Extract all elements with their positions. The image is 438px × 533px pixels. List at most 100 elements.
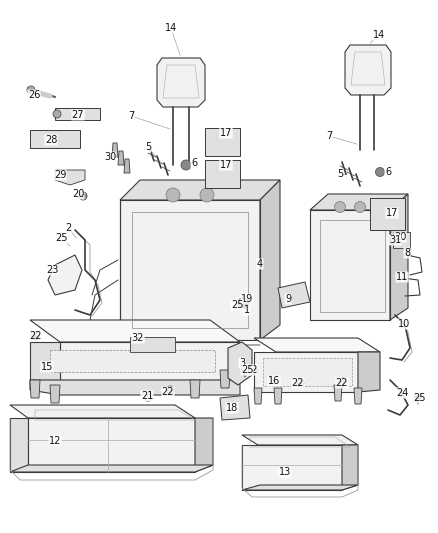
Polygon shape xyxy=(157,58,205,107)
Text: 17: 17 xyxy=(386,208,398,218)
Circle shape xyxy=(249,366,257,374)
Polygon shape xyxy=(254,352,358,392)
Polygon shape xyxy=(30,320,240,342)
Polygon shape xyxy=(30,380,240,395)
Polygon shape xyxy=(278,282,310,308)
Polygon shape xyxy=(120,200,260,340)
Text: 11: 11 xyxy=(396,272,408,282)
Circle shape xyxy=(145,394,152,401)
Text: 1: 1 xyxy=(244,305,250,315)
Polygon shape xyxy=(414,395,422,404)
Text: 25: 25 xyxy=(414,393,426,403)
Text: 19: 19 xyxy=(241,294,253,304)
Circle shape xyxy=(354,201,365,213)
Circle shape xyxy=(339,378,347,386)
Polygon shape xyxy=(274,388,282,404)
Text: 17: 17 xyxy=(220,128,232,138)
Text: 25: 25 xyxy=(231,300,243,310)
Polygon shape xyxy=(48,255,82,295)
Text: 8: 8 xyxy=(404,248,410,258)
Polygon shape xyxy=(120,180,280,200)
Text: 20: 20 xyxy=(72,189,84,199)
Polygon shape xyxy=(345,45,391,95)
Text: 12: 12 xyxy=(49,436,61,446)
Polygon shape xyxy=(370,198,405,230)
Text: 9: 9 xyxy=(285,294,291,304)
Polygon shape xyxy=(242,435,358,445)
Circle shape xyxy=(166,386,174,394)
Polygon shape xyxy=(124,159,130,173)
Text: 20: 20 xyxy=(394,232,406,242)
Text: 18: 18 xyxy=(226,403,238,413)
Polygon shape xyxy=(242,445,342,490)
Circle shape xyxy=(200,188,214,202)
Text: 32: 32 xyxy=(132,333,144,343)
Circle shape xyxy=(31,332,39,340)
Polygon shape xyxy=(190,380,200,398)
Text: 17: 17 xyxy=(220,160,232,170)
Polygon shape xyxy=(310,194,408,210)
Circle shape xyxy=(53,110,61,118)
Text: 27: 27 xyxy=(72,110,84,120)
Polygon shape xyxy=(30,130,80,148)
Polygon shape xyxy=(334,385,342,401)
Text: 21: 21 xyxy=(141,391,153,401)
Text: 3: 3 xyxy=(239,358,245,368)
Text: 30: 30 xyxy=(104,152,116,162)
Text: 5: 5 xyxy=(145,142,151,152)
Text: 22: 22 xyxy=(29,331,41,341)
Polygon shape xyxy=(241,300,249,309)
Circle shape xyxy=(181,160,191,170)
Circle shape xyxy=(396,233,403,240)
Circle shape xyxy=(375,167,385,176)
Text: 22: 22 xyxy=(245,365,257,375)
Polygon shape xyxy=(50,385,60,403)
Polygon shape xyxy=(228,342,252,385)
Polygon shape xyxy=(254,338,380,352)
Text: 16: 16 xyxy=(268,376,280,386)
Polygon shape xyxy=(195,418,213,472)
Polygon shape xyxy=(50,350,215,372)
Text: 10: 10 xyxy=(398,319,410,329)
Text: 25: 25 xyxy=(241,365,253,375)
Text: 29: 29 xyxy=(54,170,66,180)
Polygon shape xyxy=(254,388,262,404)
Text: 24: 24 xyxy=(396,388,408,398)
Polygon shape xyxy=(30,380,40,398)
Polygon shape xyxy=(354,388,362,404)
Polygon shape xyxy=(10,405,195,418)
Text: 22: 22 xyxy=(292,378,304,388)
Polygon shape xyxy=(55,108,100,120)
Circle shape xyxy=(238,298,248,308)
Text: 13: 13 xyxy=(279,467,291,477)
Polygon shape xyxy=(10,418,28,472)
Polygon shape xyxy=(118,151,124,165)
Polygon shape xyxy=(220,370,230,388)
Text: 22: 22 xyxy=(162,387,174,397)
Polygon shape xyxy=(60,342,240,380)
Circle shape xyxy=(27,86,35,94)
Text: 22: 22 xyxy=(336,378,348,388)
Text: 14: 14 xyxy=(165,23,177,33)
Text: 28: 28 xyxy=(45,135,57,145)
Circle shape xyxy=(335,201,346,213)
Polygon shape xyxy=(393,232,410,248)
Text: 23: 23 xyxy=(46,265,58,275)
Polygon shape xyxy=(130,337,175,352)
Polygon shape xyxy=(242,485,358,490)
Polygon shape xyxy=(112,143,118,157)
Polygon shape xyxy=(220,395,250,420)
Polygon shape xyxy=(390,194,408,320)
Circle shape xyxy=(166,188,180,202)
Polygon shape xyxy=(342,445,358,490)
Text: 6: 6 xyxy=(191,158,197,168)
Text: 15: 15 xyxy=(41,362,53,372)
Text: 4: 4 xyxy=(257,259,263,269)
Polygon shape xyxy=(10,465,213,472)
Text: 31: 31 xyxy=(389,235,401,245)
Polygon shape xyxy=(28,418,195,472)
Text: 2: 2 xyxy=(65,223,71,233)
Polygon shape xyxy=(358,352,380,392)
Text: 6: 6 xyxy=(385,167,391,177)
Polygon shape xyxy=(260,180,280,340)
